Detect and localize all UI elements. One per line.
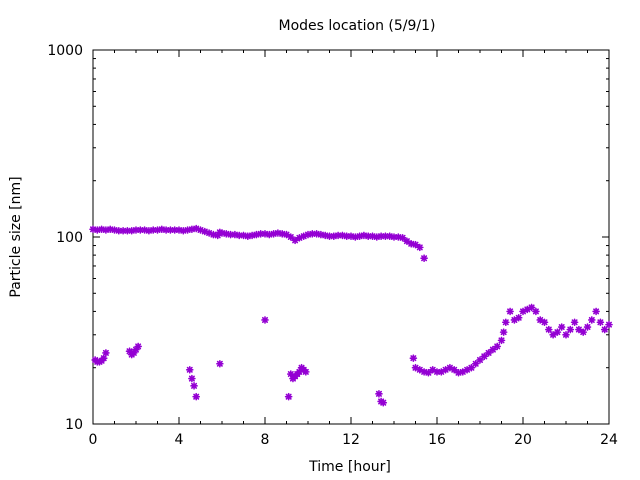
data-point: [302, 368, 310, 376]
y-tick-label: 100: [56, 230, 83, 246]
x-axis: 0 4 8 12 16 20 24: [89, 50, 618, 448]
data-point: [587, 316, 596, 324]
data-point: [134, 342, 142, 351]
data-point: [377, 232, 385, 240]
x-tick-label: 8: [261, 432, 270, 448]
data-point: [407, 239, 416, 248]
x-axis-label: Time [hour]: [308, 459, 391, 475]
data-point: [216, 359, 224, 368]
data-point: [506, 307, 514, 316]
data-point: [493, 342, 502, 351]
data-point: [536, 316, 545, 324]
data-point: [553, 328, 562, 336]
x-tick-label: 16: [428, 432, 446, 448]
data-point: [99, 354, 108, 362]
data-point: [132, 226, 140, 234]
data-point: [123, 226, 132, 235]
data-point: [592, 307, 600, 316]
data-point: [499, 328, 508, 336]
data-point: [192, 392, 200, 401]
y-tick-label: 10: [65, 417, 83, 433]
x-tick-label: 24: [600, 432, 618, 448]
data-point: [379, 398, 388, 407]
y-axis: 10 100 1000: [47, 43, 609, 433]
data-point: [476, 356, 484, 364]
data-point: [514, 313, 523, 322]
data-points: [89, 224, 613, 407]
data-point: [415, 243, 424, 252]
data-point: [579, 328, 588, 336]
data-point: [185, 365, 194, 374]
x-tick-label: 4: [175, 432, 184, 448]
data-point: [403, 237, 411, 245]
data-point: [190, 382, 198, 390]
data-point: [284, 392, 293, 401]
y-tick-label: 1000: [47, 43, 83, 59]
x-tick-label: 20: [514, 432, 532, 448]
data-point: [102, 349, 110, 357]
data-point: [501, 318, 510, 327]
data-point: [381, 232, 390, 240]
data-point: [188, 374, 196, 383]
x-tick-label: 0: [89, 432, 98, 448]
data-point: [566, 325, 575, 334]
data-point: [562, 330, 570, 339]
data-point: [605, 320, 613, 329]
data-point: [497, 336, 506, 345]
data-point: [540, 318, 549, 327]
data-point: [325, 232, 334, 240]
data-point: [261, 316, 269, 324]
data-point: [600, 325, 609, 334]
data-point: [420, 254, 428, 263]
data-point: [544, 325, 553, 334]
data-point: [596, 318, 605, 327]
data-point: [570, 318, 579, 327]
data-point: [291, 236, 299, 245]
chart-title: Modes location (5/9/1): [279, 18, 436, 34]
data-point: [549, 330, 557, 339]
data-point: [557, 323, 566, 331]
y-axis-label: Particle size [nm]: [8, 176, 24, 297]
data-point: [532, 307, 540, 316]
data-point: [409, 354, 418, 362]
data-point: [375, 390, 383, 398]
data-point: [256, 230, 265, 238]
data-point: [583, 323, 592, 331]
x-tick-label: 12: [342, 432, 360, 448]
